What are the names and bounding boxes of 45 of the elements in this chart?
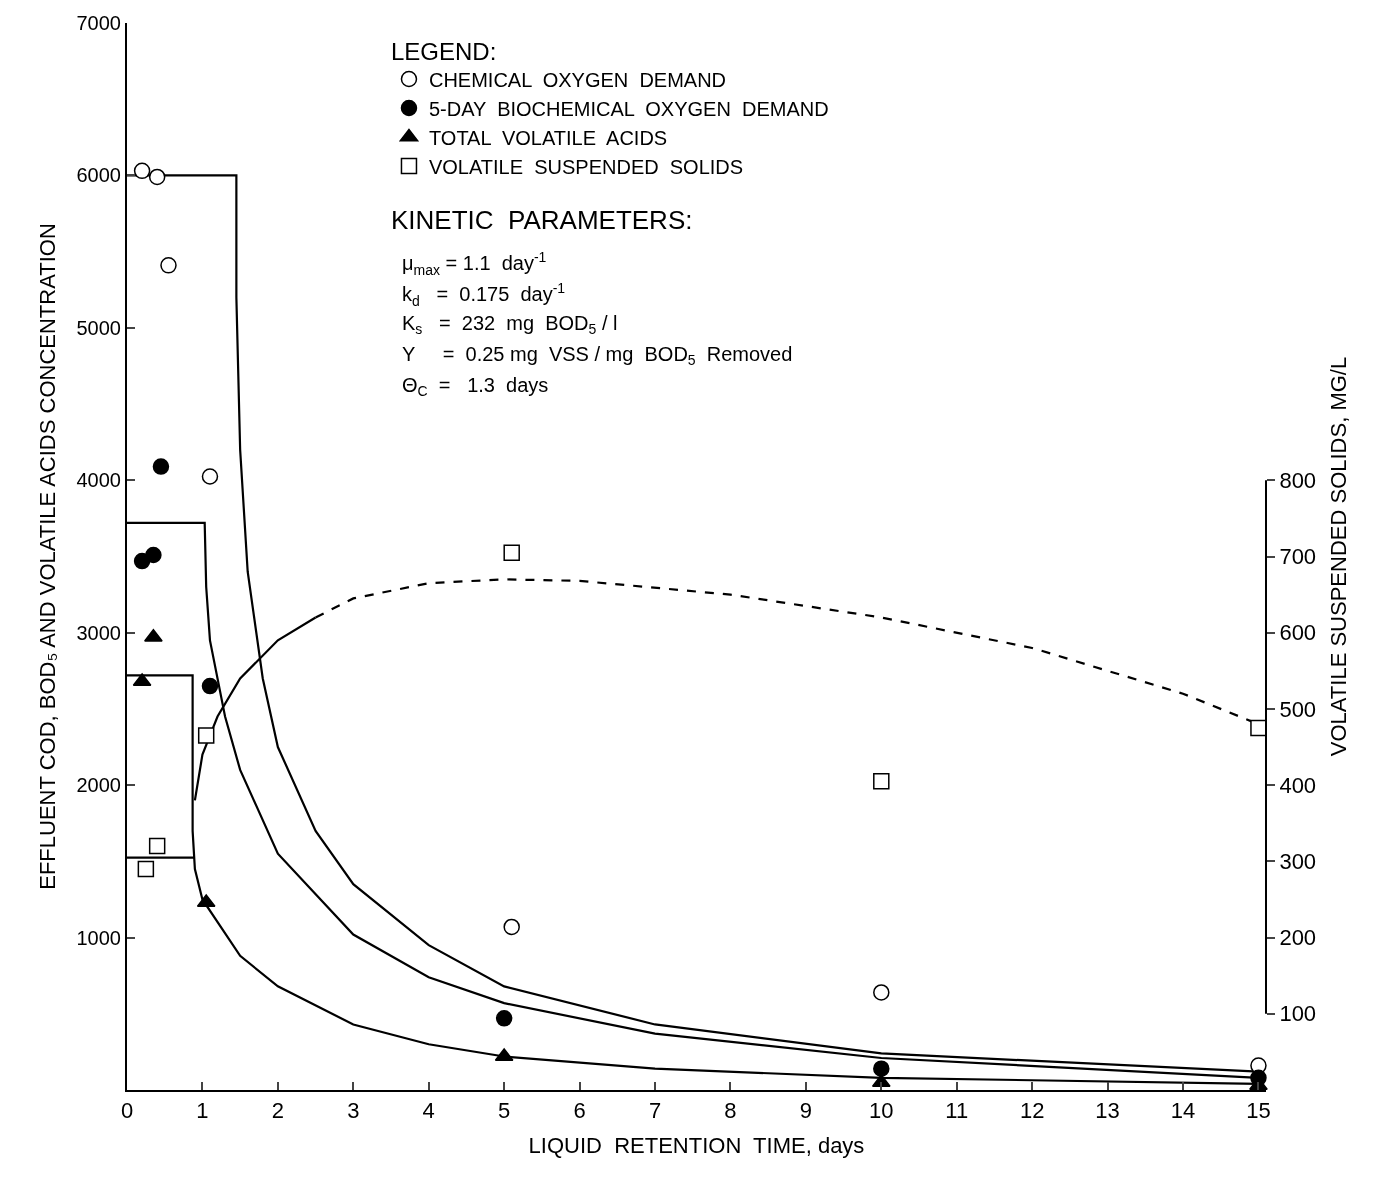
x-tick-label: 9: [799, 1098, 812, 1124]
annotation: KINETIC PARAMETERS:: [391, 205, 693, 235]
y2-tick-label: 200: [1279, 925, 1317, 951]
y2-tick-label: 800: [1279, 467, 1317, 493]
annotation: K$_{s}$ = 232 mg BOD$_{5}$ / l: [402, 312, 618, 338]
y2-tick-label: 400: [1279, 772, 1317, 798]
y-tick-label: 3000: [76, 621, 121, 644]
x-tick-label: 10: [869, 1098, 894, 1124]
annotation: μ$_{max}$ = 1.1 day$^{-1}$: [402, 249, 547, 278]
x-tick-label: 7: [648, 1098, 662, 1124]
annotation: Θ$_{C}$ = 1.3 days: [402, 374, 549, 400]
y-tick-label: 1000: [76, 926, 121, 949]
x-tick-label: 4: [422, 1098, 435, 1124]
y2-tick-label: 300: [1279, 849, 1317, 875]
legend-label: 5-DAY BIOCHEMICAL OXYGEN DEMAND: [428, 97, 829, 120]
x-tick-label: 8: [724, 1098, 737, 1124]
y2-tick-label: 100: [1279, 1001, 1317, 1027]
legend-label: VOLATILE SUSPENDED SOLIDS: [428, 155, 744, 178]
y2-tick-label: 600: [1279, 620, 1317, 646]
x-tick-label: 5: [498, 1098, 511, 1124]
x-tick-label: 3: [347, 1098, 360, 1124]
legend-label: TOTAL VOLATILE ACIDS: [428, 126, 668, 149]
y-tick-label: 4000: [76, 469, 121, 492]
legend-label: CHEMICAL OXYGEN DEMAND: [428, 68, 727, 91]
y2-axis-title: VOLATILE SUSPENDED SOLIDS, MG/L: [1326, 356, 1352, 757]
x-tick-label: 13: [1095, 1098, 1120, 1124]
x-tick-label: 14: [1170, 1098, 1196, 1124]
annotation: Y = 0.25 mg VSS / mg BOD$_{5}$ Removed: [402, 343, 793, 369]
annotation: k$_{d}$ = 0.175 day$^{-1}$: [402, 280, 566, 309]
x-tick-label: 15: [1246, 1098, 1271, 1124]
legend-title: LEGEND:: [390, 37, 497, 65]
x-tick-label: 12: [1019, 1098, 1045, 1124]
x-tick-label: 1: [196, 1098, 209, 1124]
y-tick-label: 7000: [76, 12, 121, 34]
x-tick-label: 0: [120, 1098, 134, 1124]
y2-tick-label: 700: [1279, 544, 1317, 570]
y-tick-label: 2000: [76, 774, 121, 797]
x-axis-title: LIQUID RETENTION TIME, days: [528, 1132, 865, 1158]
x-tick-label: 2: [271, 1098, 284, 1124]
y-tick-label: 6000: [76, 164, 121, 187]
x-tick-label: 11: [945, 1098, 969, 1124]
y-axis-title: EFFLUENT COD, BOD₅ AND VOLATILE ACIDS CONCENTRATION: [34, 223, 60, 890]
x-tick-label: 6: [573, 1098, 586, 1124]
y-tick-label: 5000: [76, 316, 121, 339]
y2-tick-label: 500: [1279, 696, 1317, 722]
